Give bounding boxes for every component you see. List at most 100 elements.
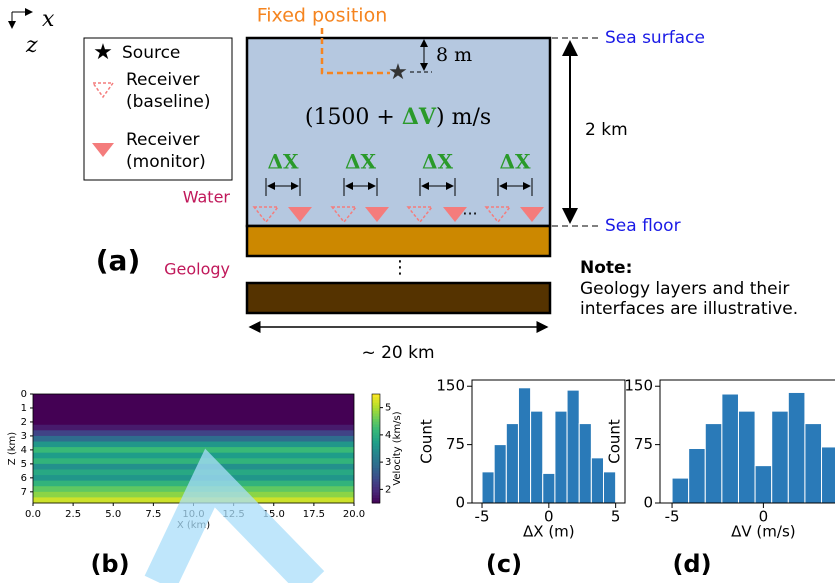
- colorbar-tick-label: 2: [385, 484, 391, 495]
- bar: [555, 411, 567, 503]
- bar: [518, 388, 530, 503]
- bar: [788, 392, 805, 503]
- velocity-band: [33, 453, 354, 459]
- bar: [482, 472, 494, 503]
- bar: [494, 445, 506, 503]
- bar: [822, 447, 835, 503]
- legend-monitor: (monitor): [126, 152, 206, 172]
- panel-label: (c): [486, 550, 522, 578]
- y-tick-label: 0: [21, 389, 27, 400]
- colorbar-tick-label: 3: [385, 457, 391, 468]
- x-tick-label: 2.5: [65, 509, 81, 520]
- legend-monitor: Receiver: [126, 130, 200, 150]
- velocity-band: [33, 447, 354, 453]
- y-tick-label: 2: [21, 417, 27, 428]
- bar: [543, 473, 555, 503]
- y-tick-label: 6: [21, 473, 27, 484]
- y-tick-label: 75: [634, 435, 653, 453]
- sea-surface: Sea surface: [605, 28, 705, 48]
- velocity-delta: ΔV: [402, 104, 437, 130]
- colorbar-cell: [372, 394, 380, 397]
- depth-label: 8 m: [436, 44, 472, 66]
- velocity-band: [33, 430, 354, 436]
- panel-label: (b): [90, 550, 129, 578]
- x-tick-label: 5: [611, 508, 621, 526]
- z-label: z: [25, 33, 38, 58]
- y-axis-label: Z (km): [7, 432, 18, 465]
- bar: [603, 472, 615, 503]
- legend-baseline: (baseline): [126, 92, 210, 112]
- bar: [567, 390, 579, 503]
- x-tick-label: -5: [665, 508, 680, 526]
- x-tick-label: 20.0: [343, 509, 365, 520]
- x-tick-label: 5.0: [105, 509, 121, 520]
- y-tick-label: 150: [436, 377, 465, 395]
- figure: x z ★ Source Receiver (baseline) Receive…: [0, 0, 835, 583]
- x-tick-label: 7.5: [145, 509, 161, 520]
- velocity-band: [33, 458, 354, 464]
- note-line: interfaces are illustrative.: [580, 299, 798, 319]
- panel-label: (d): [672, 550, 711, 578]
- x-label: x: [42, 7, 55, 32]
- x-axis-label: ΔV (m/s): [731, 523, 795, 541]
- y-tick-label: 5: [21, 459, 27, 470]
- bar: [591, 458, 603, 503]
- colorbar-tick-label: 5: [385, 403, 391, 414]
- bar: [755, 466, 772, 503]
- x-tick-label: 0.0: [25, 509, 41, 520]
- velocity-band: [33, 442, 354, 448]
- velocity-band: [33, 425, 354, 431]
- velocity-band: [33, 436, 354, 442]
- x-tick-label: 17.5: [303, 509, 325, 520]
- y-tick-label: 150: [624, 377, 653, 395]
- spacing-label: ΔX: [422, 150, 454, 174]
- bar: [579, 424, 591, 503]
- ellipsis: ...: [462, 200, 477, 219]
- panel-label: (a): [96, 244, 141, 277]
- height-label: 2 km: [585, 120, 628, 140]
- y-tick-label: 0: [455, 494, 465, 512]
- bar: [805, 424, 822, 503]
- y-tick-label: 1: [21, 403, 27, 414]
- colorbar-tick-label: 4: [385, 430, 391, 441]
- velocity-band: [33, 394, 354, 425]
- velocity-band: [33, 464, 354, 470]
- spacing-label: ΔX: [267, 150, 299, 174]
- y-axis-label: Count: [606, 419, 624, 464]
- legend-baseline: Receiver: [126, 70, 200, 90]
- note-title: Note:: [580, 258, 632, 278]
- bar: [722, 394, 739, 503]
- bar: [705, 424, 722, 503]
- geology-layer: [247, 226, 550, 256]
- colorbar-label: Velocity (km/s): [392, 411, 403, 485]
- spacing-label: ΔX: [345, 150, 377, 174]
- x-tick-label: -5: [475, 508, 490, 526]
- y-tick-label: 4: [21, 445, 27, 456]
- water-label: Water: [183, 188, 231, 207]
- spacing-label: ΔX: [499, 150, 531, 174]
- velocity-label: (1500 + ΔV) m/s: [305, 104, 491, 130]
- bar: [506, 424, 518, 503]
- note-line: Geology layers and their: [580, 279, 789, 299]
- y-tick-label: 75: [446, 435, 465, 453]
- legend-source: Source: [122, 43, 180, 63]
- bar: [772, 411, 789, 503]
- bar: [738, 411, 755, 503]
- y-tick-label: 0: [643, 494, 653, 512]
- bar: [689, 449, 706, 503]
- geology-label: Geology: [164, 260, 230, 279]
- fixed-position: Fixed position: [257, 5, 388, 27]
- vertical-ellipsis: ⋮: [391, 257, 409, 278]
- velocity-suffix: ) m/s: [436, 105, 491, 130]
- x-axis-label: ΔX (m): [523, 523, 575, 541]
- sea-floor: Sea floor: [605, 216, 681, 236]
- panel-a: x z ★ Source Receiver (baseline) Receive…: [12, 5, 798, 364]
- y-tick-label: 3: [21, 431, 27, 442]
- velocity-prefix: (1500 +: [305, 105, 402, 130]
- y-axis-label: Count: [418, 419, 436, 464]
- source-star: ★: [388, 60, 408, 85]
- star-icon: ★: [93, 40, 113, 65]
- width-label: ~ 20 km: [361, 343, 434, 363]
- y-tick-label: 7: [21, 487, 27, 498]
